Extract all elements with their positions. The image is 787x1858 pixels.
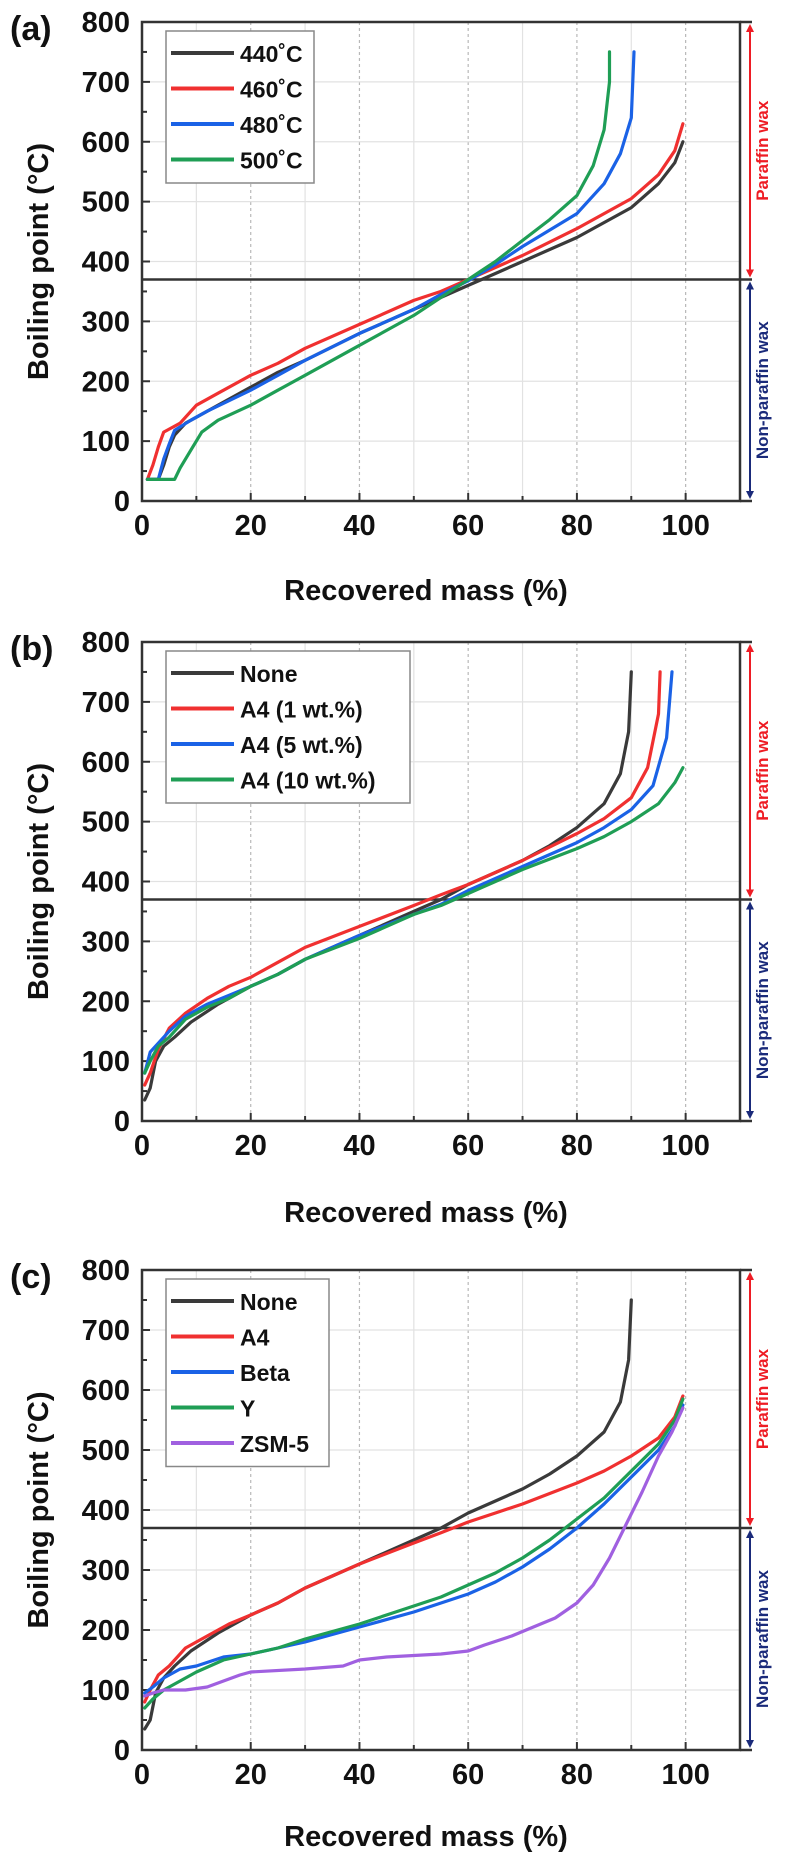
series-line-1 [143, 1394, 685, 1704]
y-tick-label: 100 [82, 426, 130, 458]
y-tick-label: 500 [82, 187, 130, 219]
y-tick-label: 0 [114, 486, 130, 518]
x-tick-label: 100 [661, 1759, 709, 1791]
x-tick-label: 100 [661, 1130, 709, 1162]
y-tick-label: 0 [114, 1106, 130, 1138]
y-tick-label: 800 [82, 1255, 130, 1287]
arrow-head-icon [746, 1272, 754, 1280]
series-line-3 [143, 1397, 685, 1710]
arrow-head-icon [746, 644, 754, 652]
series-line-4 [143, 1406, 685, 1698]
y-tick-label: 600 [82, 747, 130, 779]
legend-label: 460˚C [240, 77, 303, 103]
x-tick-label: 60 [452, 510, 484, 542]
y-tick-label: 700 [82, 67, 130, 99]
y-tick-label: 100 [82, 1675, 130, 1707]
y-tick-label: 500 [82, 1435, 130, 1467]
non-paraffin-wax-label: Non-paraffin wax [753, 1570, 772, 1708]
series-line-0 [145, 140, 685, 481]
y-tick-label: 800 [82, 7, 130, 39]
series-line-3 [143, 766, 685, 1075]
legend-label: Y [240, 1396, 255, 1422]
arrow-head-icon [746, 269, 754, 278]
y-tick-label: 400 [82, 867, 130, 899]
arrow-head-icon [746, 1111, 754, 1119]
arrow-head-icon [746, 24, 754, 32]
legend-label: None [240, 661, 298, 687]
x-tick-label: 60 [452, 1759, 484, 1791]
chart-panel-b: 0 20 40 60 80 100 0 100 200 300 400 500 600 700 800 Rec… [10, 627, 772, 1229]
y-tick-label: 600 [82, 1375, 130, 1407]
non-paraffin-wax-label: Non-paraffin wax [753, 941, 772, 1079]
y-tick-label: 0 [114, 1735, 130, 1767]
x-tick-label: 80 [561, 510, 593, 542]
x-tick-label: 40 [343, 1130, 375, 1162]
y-tick-label: 700 [82, 1315, 130, 1347]
series-line-1 [143, 670, 662, 1087]
arrow-head-icon [746, 889, 754, 898]
x-tick-label: 80 [561, 1130, 593, 1162]
y-tick-label: 100 [82, 1046, 130, 1078]
series-line-3 [145, 50, 612, 481]
series-line-2 [143, 1403, 685, 1695]
legend-label: 440˚C [240, 41, 303, 67]
x-axis-title: Recovered mass (%) [284, 1821, 568, 1853]
y-tick-label: 300 [82, 306, 130, 338]
arrow-head-icon [746, 1740, 754, 1748]
x-axis-title: Recovered mass (%) [284, 1197, 568, 1229]
x-tick-label: 40 [343, 1759, 375, 1791]
x-tick-label: 80 [561, 1759, 593, 1791]
y-tick-label: 700 [82, 687, 130, 719]
x-axis-title: Recovered mass (%) [284, 575, 568, 607]
arrow-head-icon [746, 491, 754, 499]
x-tick-label: 100 [661, 510, 709, 542]
legend-label: 500˚C [240, 148, 303, 174]
arrow-head-icon [746, 901, 754, 910]
series-line-2 [145, 50, 636, 481]
paraffin-wax-label: Paraffin wax [753, 100, 772, 201]
x-tick-label: 60 [452, 1130, 484, 1162]
x-tick-label: 20 [235, 510, 267, 542]
non-paraffin-wax-label: Non-paraffin wax [753, 321, 772, 459]
y-tick-label: 400 [82, 247, 130, 279]
legend-label: A4 (1 wt.%) [240, 697, 363, 723]
x-tick-label: 40 [343, 510, 375, 542]
legend-label: A4 [240, 1325, 270, 1351]
x-tick-label: 20 [235, 1759, 267, 1791]
chart-panel-a: 0 20 40 60 80 100 0 100 200 300 400 500 600 700 800 Rec… [10, 7, 772, 607]
paraffin-wax-label: Paraffin wax [753, 1348, 772, 1449]
y-tick-label: 300 [82, 1555, 130, 1587]
legend-label: 480˚C [240, 112, 303, 138]
y-tick-label: 500 [82, 807, 130, 839]
y-axis-title: Boiling point (°C) [23, 1391, 55, 1628]
paraffin-wax-label: Paraffin wax [753, 720, 772, 821]
legend-label: Beta [240, 1360, 290, 1386]
arrow-head-icon [746, 281, 754, 290]
arrow-head-icon [746, 1530, 754, 1538]
chart-panel-c: 0 20 40 60 80 100 0 100 200 300 400 500 600 700 800 Rec… [10, 1255, 772, 1853]
legend-label: A4 (5 wt.%) [240, 732, 363, 758]
panel-label: (c) [10, 1258, 52, 1296]
x-tick-label: 20 [235, 1130, 267, 1162]
legend-label: ZSM-5 [240, 1431, 309, 1457]
y-tick-label: 600 [82, 127, 130, 159]
x-tick-label: 0 [134, 1759, 150, 1791]
y-tick-label: 400 [82, 1495, 130, 1527]
panel-label: (b) [10, 630, 53, 668]
y-tick-label: 800 [82, 627, 130, 659]
arrow-head-icon [746, 1518, 754, 1526]
y-tick-label: 300 [82, 926, 130, 958]
series-line-1 [145, 122, 685, 481]
legend-label: A4 (10 wt.%) [240, 768, 375, 794]
y-tick-label: 200 [82, 986, 130, 1018]
x-tick-label: 0 [134, 510, 150, 542]
y-axis-title: Boiling point (°C) [23, 143, 55, 380]
y-tick-label: 200 [82, 1615, 130, 1647]
legend-label: None [240, 1289, 298, 1315]
y-tick-label: 200 [82, 366, 130, 398]
y-axis-title: Boiling point (°C) [23, 763, 55, 1000]
panel-label: (a) [10, 10, 52, 48]
x-tick-label: 0 [134, 1130, 150, 1162]
